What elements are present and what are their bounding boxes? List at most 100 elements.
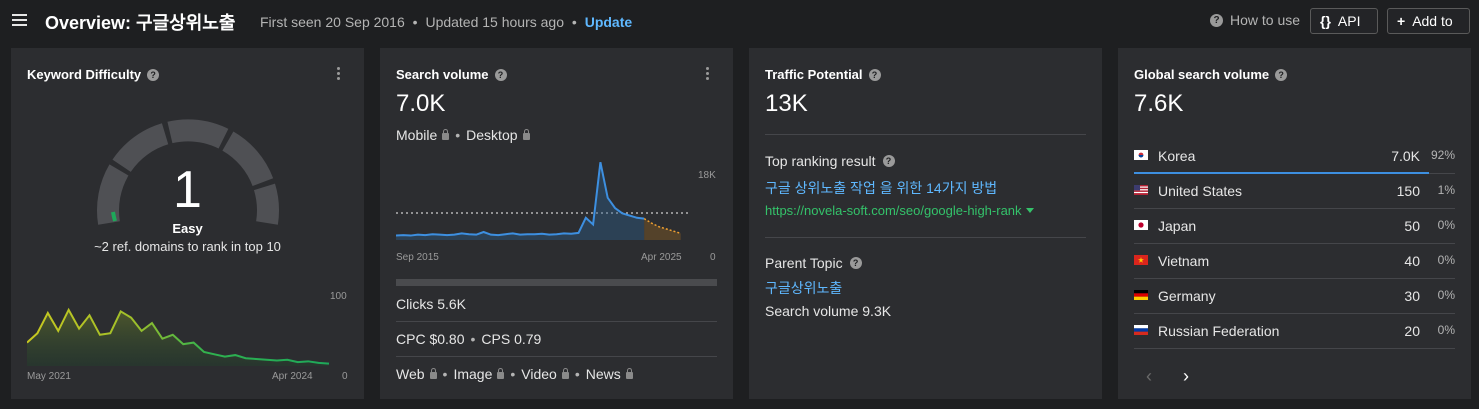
caret-down-icon[interactable] (1025, 208, 1034, 213)
question-icon[interactable]: ? (147, 68, 160, 81)
kd-title: Keyword Difficulty ? (27, 67, 160, 82)
divider (396, 321, 717, 322)
country-name: Russian Federation (1158, 323, 1280, 339)
flag-germany-icon (1134, 290, 1148, 300)
parent-topic-link[interactable]: 구글상위노출 (765, 280, 843, 296)
serp-web: Web (396, 366, 425, 382)
lock-icon (429, 367, 437, 379)
cps-value: CPS 0.79 (481, 331, 542, 347)
more-icon[interactable] (706, 67, 710, 82)
country-row[interactable]: Russian Federation 20 0% (1134, 314, 1455, 349)
country-share: 0% (1437, 288, 1455, 302)
flag-us-icon (1134, 185, 1148, 195)
lock-icon (442, 128, 450, 140)
country-volume: 20 (1404, 323, 1420, 339)
kd-x-end: Apr 2024 (272, 371, 313, 382)
update-link[interactable]: Update (584, 14, 633, 30)
serp-image: Image (453, 366, 493, 382)
top-result-url[interactable]: https://novela-soft.com/seo/google-high-… (765, 203, 1034, 218)
country-row[interactable]: Germany 30 0% (1134, 279, 1455, 314)
how-to-use-link[interactable]: ? How to use (1210, 12, 1300, 28)
kd-history-chart (27, 307, 330, 366)
meta-separator: • (412, 14, 418, 30)
plus-icon: + (1397, 13, 1406, 29)
kd-y-min: 0 (342, 371, 348, 382)
parent-topic-label-text: Parent Topic (765, 255, 843, 271)
serp-video: Video (521, 366, 557, 382)
search-volume-chart (396, 162, 688, 240)
country-name: Germany (1158, 288, 1216, 304)
country-name: Japan (1158, 218, 1197, 234)
lock-icon (522, 128, 530, 140)
sv-line (396, 162, 645, 237)
country-volume: 7.0K (1391, 148, 1420, 164)
kd-area (27, 309, 329, 366)
separator: • (574, 366, 580, 382)
parent-topic-label: Parent Topic ? (765, 255, 862, 271)
question-icon[interactable]: ? (868, 68, 881, 81)
top-result-label-text: Top ranking result (765, 153, 876, 169)
device-split: Mobile • Desktop (396, 127, 530, 143)
country-row[interactable]: United States 150 1% (1134, 174, 1455, 209)
sv-area (396, 162, 645, 240)
tp-value: 13K (765, 90, 808, 117)
divider (765, 237, 1086, 238)
add-to-button[interactable]: + Add to (1387, 8, 1470, 34)
cpc-row: CPC $0.80 • CPS 0.79 (396, 331, 717, 347)
question-icon[interactable]: ? (849, 257, 862, 269)
country-name: Vietnam (1158, 253, 1210, 269)
kd-y-max: 100 (330, 291, 347, 302)
gsv-title: Global search volume ? (1134, 67, 1288, 82)
cpc-value: CPC $0.80 (396, 331, 465, 347)
question-icon: ? (1210, 13, 1223, 27)
country-volume: 150 (1396, 183, 1420, 199)
search-volume-card: Search volume ? 7.0K Mobile • Desktop 18… (380, 48, 733, 399)
api-button[interactable]: {} API (1310, 8, 1378, 34)
prev-page-icon[interactable]: ‹ (1146, 366, 1152, 386)
sv-x-end: Apr 2025 (641, 252, 682, 263)
page-meta: First seen 20 Sep 2016 • Updated 15 hour… (260, 14, 632, 30)
sv-title-label: Search volume (396, 67, 489, 82)
mobile-label: Mobile (396, 127, 438, 143)
country-row[interactable]: Vietnam 40 0% (1134, 244, 1455, 279)
divider (765, 134, 1086, 135)
question-icon[interactable]: ? (1275, 68, 1288, 81)
kd-line (27, 307, 330, 365)
menu-icon[interactable] (12, 14, 27, 26)
country-volume: 30 (1404, 288, 1420, 304)
country-name: Korea (1158, 148, 1196, 164)
sv-title: Search volume ? (396, 67, 507, 82)
sv-x-start: Sep 2015 (396, 252, 439, 263)
chart-scrollbar[interactable] (396, 279, 717, 286)
question-icon[interactable]: ? (494, 68, 507, 81)
kd-title-label: Keyword Difficulty (27, 67, 142, 82)
separator: • (470, 331, 476, 347)
country-share: 0% (1437, 253, 1455, 267)
country-share: 0% (1437, 323, 1455, 337)
flag-korea-icon (1134, 150, 1148, 160)
row-divider (1134, 278, 1455, 279)
next-page-icon[interactable]: › (1183, 366, 1189, 386)
country-name: United States (1158, 183, 1243, 199)
flag-japan-icon (1134, 220, 1148, 230)
sv-forecast-area (644, 218, 681, 240)
question-icon[interactable]: ? (882, 155, 895, 167)
top-result-title-link[interactable]: 구글 상위노출 작업 을 위한 14가지 방법 (765, 180, 998, 196)
country-share: 1% (1437, 183, 1455, 197)
country-row[interactable]: Korea 7.0K 92% (1134, 139, 1455, 174)
gsv-title-label: Global search volume (1134, 67, 1270, 82)
separator: • (455, 127, 461, 143)
more-icon[interactable] (337, 67, 341, 82)
clicks-row: Clicks 5.6K (396, 296, 717, 312)
braces-icon: {} (1320, 13, 1331, 29)
separator: • (442, 366, 448, 382)
country-row[interactable]: Japan 50 0% (1134, 209, 1455, 244)
serp-news: News (585, 366, 621, 382)
kd-x-start: May 2021 (27, 371, 71, 382)
row-divider (1134, 348, 1455, 349)
flag-vietnam-icon (1134, 255, 1148, 265)
divider (396, 356, 717, 357)
row-divider (1134, 313, 1455, 314)
kd-gauge (97, 119, 279, 225)
keyword-difficulty-card: Keyword Difficulty ? 1 Easy ~2 ref. doma… (11, 48, 364, 399)
